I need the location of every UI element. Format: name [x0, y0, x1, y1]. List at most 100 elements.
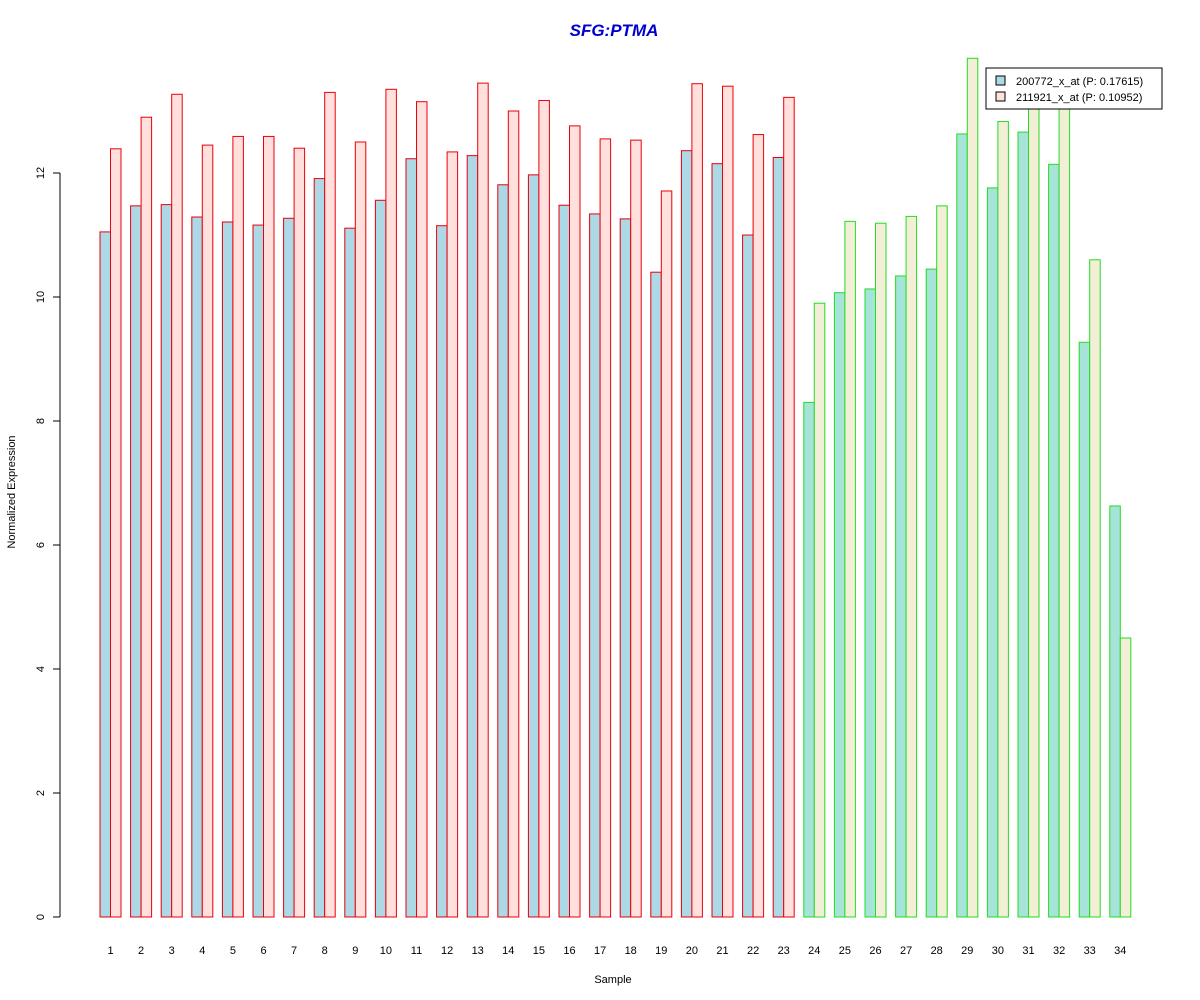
bar-211921-x-at-sample-20 — [691, 83, 703, 918]
x-tick-label: 13 — [472, 945, 484, 957]
x-tick-label: 23 — [778, 945, 790, 957]
bar-211921-x-at-sample-14 — [507, 110, 520, 918]
bar-211921-x-at-sample-30 — [997, 121, 1009, 918]
bar-211921-x-at-sample-9 — [354, 141, 367, 918]
legend-label-211921-x-at: 211921_x_at (P: 0.10952) — [1016, 92, 1142, 104]
bar-200772-x-at-sample-14 — [497, 184, 509, 918]
bar-200772-x-at-sample-22 — [742, 234, 754, 918]
bar-200772-x-at-sample-19 — [650, 271, 662, 918]
bar-200772-x-at-sample-23 — [772, 157, 785, 918]
bar-211921-x-at-sample-32 — [1058, 104, 1071, 918]
bar-200772-x-at-sample-10 — [374, 199, 387, 918]
x-tick-label: 8 — [322, 945, 328, 957]
y-axis-label: Normalized Expression — [6, 435, 18, 548]
bar-200772-x-at-sample-9 — [344, 227, 356, 918]
bar-211921-x-at-sample-31 — [1028, 104, 1040, 918]
bar-200772-x-at-sample-17 — [589, 213, 601, 918]
bar-211921-x-at-sample-19 — [660, 190, 673, 918]
bar-200772-x-at-sample-20 — [680, 150, 693, 918]
bar-200772-x-at-sample-32 — [1048, 163, 1060, 918]
bar-211921-x-at-sample-12 — [446, 151, 459, 918]
bar-211921-x-at-sample-16 — [569, 125, 581, 918]
bar-211921-x-at-sample-13 — [477, 82, 489, 918]
bar-211921-x-at-sample-18 — [630, 139, 642, 918]
bar-200772-x-at-sample-30 — [986, 187, 999, 918]
legend-swatch-211921-x-at — [995, 91, 1006, 102]
bar-211921-x-at-sample-2 — [140, 116, 153, 918]
bar-211921-x-at-sample-15 — [538, 99, 550, 918]
bar-211921-x-at-sample-26 — [875, 222, 887, 918]
bar-200772-x-at-sample-6 — [252, 224, 264, 918]
bar-211921-x-at-sample-11 — [416, 101, 428, 918]
y-tick-label: 0 — [35, 914, 47, 920]
x-tick-label: 12 — [441, 945, 453, 957]
x-tick-label: 33 — [1084, 945, 1096, 957]
bar-211921-x-at-sample-8 — [324, 91, 336, 918]
bar-211921-x-at-sample-4 — [201, 144, 214, 918]
x-tick-label: 34 — [1114, 945, 1126, 957]
bar-211921-x-at-sample-24 — [813, 302, 826, 918]
bar-211921-x-at-sample-27 — [905, 215, 918, 918]
bar-211921-x-at-sample-21 — [722, 85, 734, 918]
x-tick-label: 19 — [655, 945, 667, 957]
bar-211921-x-at-sample-7 — [293, 147, 306, 918]
bar-200772-x-at-sample-8 — [313, 178, 326, 918]
bar-200772-x-at-sample-26 — [864, 288, 876, 918]
y-tick-label: 2 — [35, 790, 47, 796]
bar-211921-x-at-sample-10 — [385, 88, 397, 918]
x-tick-label: 11 — [411, 945, 422, 957]
x-tick-label: 7 — [291, 945, 297, 957]
y-tick-label: 10 — [35, 291, 47, 303]
x-tick-label: 29 — [961, 945, 973, 957]
x-tick-label: 18 — [625, 945, 637, 957]
x-tick-label: 28 — [931, 945, 943, 957]
bar-211921-x-at-sample-23 — [783, 96, 795, 918]
y-tick-label: 12 — [35, 167, 47, 179]
bar-211921-x-at-sample-29 — [966, 57, 979, 918]
bar-200772-x-at-sample-29 — [956, 133, 968, 918]
bar-200772-x-at-sample-34 — [1109, 505, 1121, 918]
x-tick-label: 2 — [138, 945, 144, 957]
x-tick-label: 10 — [380, 945, 392, 957]
bar-200772-x-at-sample-12 — [436, 225, 448, 918]
bar-200772-x-at-sample-21 — [711, 163, 723, 918]
x-tick-label: 4 — [199, 945, 205, 957]
x-tick-label: 9 — [352, 945, 358, 957]
bar-200772-x-at-sample-28 — [925, 268, 938, 918]
bar-200772-x-at-sample-31 — [1017, 131, 1029, 918]
bar-200772-x-at-sample-13 — [466, 155, 479, 918]
y-axis: 0 2 4 6 8 10 12 — [35, 167, 61, 920]
x-tick-label: 1 — [107, 945, 113, 957]
bar-200772-x-at-sample-1 — [99, 231, 111, 918]
x-tick-label: 14 — [502, 945, 514, 957]
bar-200772-x-at-sample-5 — [221, 221, 234, 918]
x-tick-label: 16 — [563, 945, 575, 957]
bar-211921-x-at-sample-5 — [232, 135, 244, 918]
bar-200772-x-at-sample-16 — [558, 204, 570, 918]
bar-200772-x-at-sample-25 — [833, 292, 846, 918]
bar-211921-x-at-sample-1 — [110, 148, 122, 918]
x-tick-label: 30 — [992, 945, 1004, 957]
bar-200772-x-at-sample-18 — [619, 218, 632, 918]
legend-box — [985, 67, 1163, 110]
legend: 200772_x_at (P: 0.17615) 211921_x_at (P:… — [985, 67, 1163, 110]
y-tick-label: 8 — [35, 418, 47, 424]
bars — [99, 57, 1132, 918]
bar-211921-x-at-sample-17 — [599, 138, 612, 918]
x-tick-label: 6 — [260, 945, 266, 957]
bar-200772-x-at-sample-15 — [527, 174, 540, 918]
x-tick-label: 5 — [230, 945, 236, 957]
bar-200772-x-at-sample-3 — [160, 204, 173, 918]
x-tick-labels: 1 2 3 4 5 6 7 8 9 10 11 12 13 14 15 16 17 18 19 20 21 22 23 24 2… — [107, 945, 1126, 957]
legend-swatch-200772-x-at — [995, 75, 1006, 86]
x-tick-label: 15 — [533, 945, 545, 957]
x-tick-label: 31 — [1022, 945, 1034, 957]
x-tick-label: 26 — [869, 945, 881, 957]
bar-211921-x-at-sample-6 — [263, 135, 275, 918]
x-tick-label: 17 — [594, 945, 606, 957]
bar-200772-x-at-sample-24 — [803, 401, 815, 918]
x-axis-label: Sample — [594, 974, 631, 986]
x-tick-label: 3 — [169, 945, 175, 957]
x-tick-label: 24 — [808, 945, 820, 957]
bar-211921-x-at-sample-25 — [844, 220, 856, 918]
